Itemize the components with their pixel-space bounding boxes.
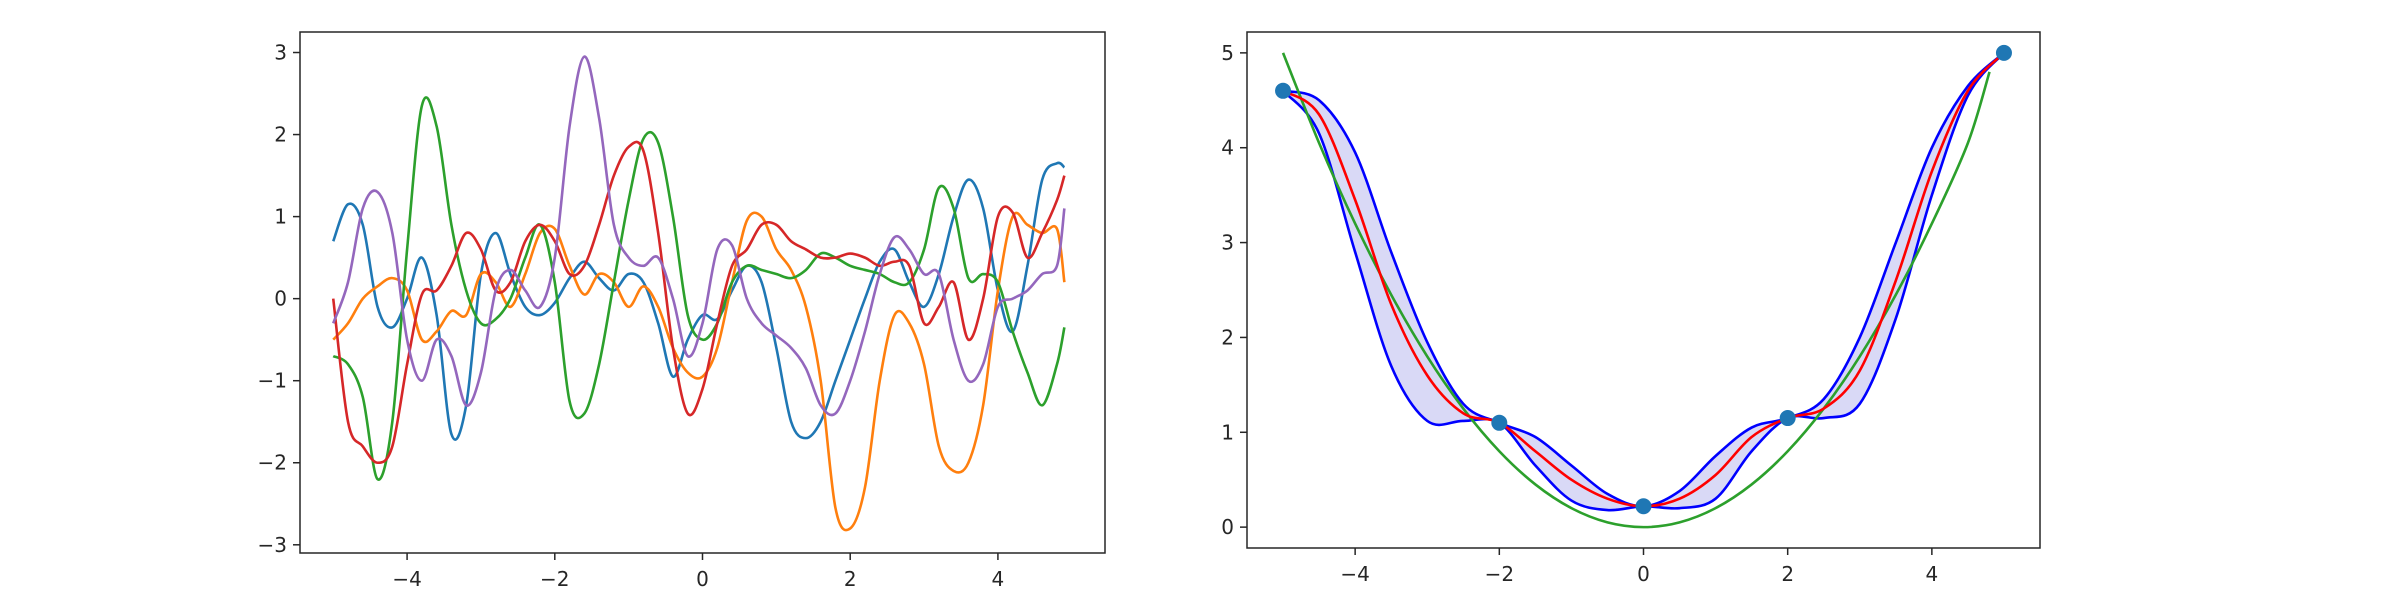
observation-point: [1275, 82, 1292, 99]
x-tick-label: −4: [1340, 562, 1369, 586]
y-tick-label: 0: [1221, 515, 1234, 539]
series-group: [331, 55, 1066, 532]
right-plot-area: −4 −2 0 2 4 0 1 2 3 4 5: [1221, 31, 2041, 586]
series-line-5: [332, 55, 1066, 417]
series-line-2: [332, 211, 1066, 532]
true-function-line: [1281, 52, 1991, 529]
series-line-3: [332, 96, 1066, 481]
observation-point: [1491, 414, 1508, 431]
y-tick-label: −1: [258, 369, 287, 393]
observation-point: [1779, 410, 1796, 427]
y-tick-label: −2: [258, 451, 287, 475]
x-tick-label: 0: [1637, 562, 1650, 586]
y-tick-label: 0: [274, 287, 287, 311]
x-tick-label: 4: [992, 567, 1005, 591]
x-tick-label: −2: [540, 567, 569, 591]
y-tick-label: 3: [274, 41, 287, 65]
observation-point: [1995, 44, 2012, 61]
y-tick-label: 2: [274, 123, 287, 147]
x-tick-label: 4: [1925, 562, 1938, 586]
y-tick-label: 3: [1221, 231, 1234, 255]
x-tick-label: 0: [696, 567, 709, 591]
y-tick-label: −3: [258, 533, 287, 557]
series-line-1: [332, 161, 1066, 441]
x-tick-label: 2: [1781, 562, 1794, 586]
series-line-4: [331, 140, 1066, 465]
y-tick-label: 1: [1221, 420, 1234, 444]
y-tick-label: 2: [1221, 325, 1234, 349]
x-tick-label: −4: [392, 567, 421, 591]
observation-point: [1635, 498, 1652, 515]
y-tick-label: 1: [274, 205, 287, 229]
x-tick-label: 2: [844, 567, 857, 591]
y-tick-label: 4: [1221, 136, 1234, 160]
left-plot-area: −4 −2 0 2 4 −3 −2 −1 0 1 2 3: [258, 31, 1106, 591]
y-tick-label: 5: [1221, 41, 1234, 65]
x-tick-label: −2: [1485, 562, 1514, 586]
